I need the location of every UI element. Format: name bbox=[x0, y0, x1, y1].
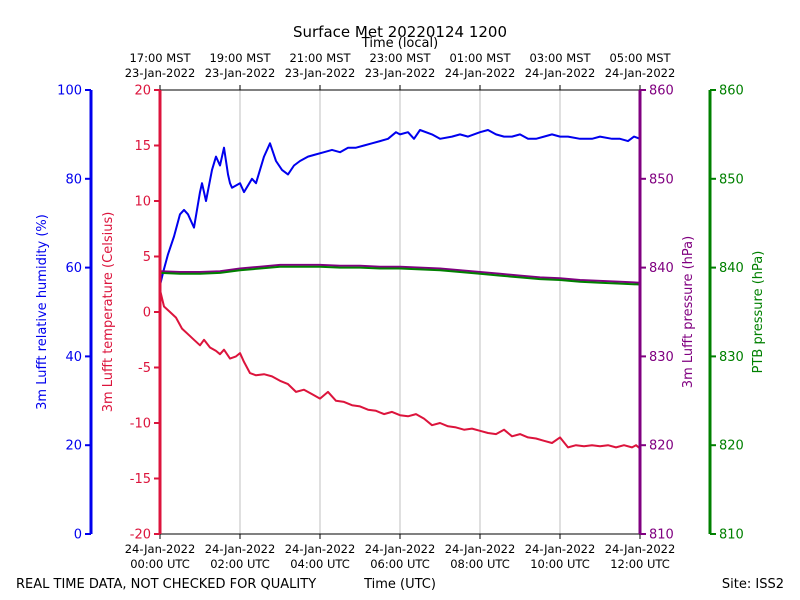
x-tick-label-local-date: 23-Jan-2022 bbox=[205, 66, 276, 80]
humidity-axis-label: 3m Lufft relative humidity (%) bbox=[35, 214, 50, 410]
x-tick-label-local-time: 17:00 MST bbox=[129, 51, 191, 65]
x-tick-label-utc: 06:00 UTC bbox=[370, 557, 430, 571]
x-tick-label-date: 24-Jan-2022 bbox=[285, 542, 356, 556]
x-tick-label-local-time: 05:00 MST bbox=[609, 51, 671, 65]
series-line-ptb_pressure bbox=[159, 265, 641, 286]
temperature-axis-tick-label: -10 bbox=[130, 417, 151, 432]
temperature-axis-tick-label: 15 bbox=[134, 139, 151, 154]
x-tick-label-date: 24-Jan-2022 bbox=[205, 542, 276, 556]
x-tick-label-utc: 10:00 UTC bbox=[530, 557, 590, 571]
ptb-pressure-axis-tick-label: 850 bbox=[719, 172, 744, 187]
series-line-humidity bbox=[159, 129, 641, 286]
x-tick-label-utc: 02:00 UTC bbox=[210, 557, 270, 571]
site-label: Site: ISS2 bbox=[722, 577, 784, 592]
grid-lines bbox=[239, 90, 561, 534]
temperature-axis-tick-label: 0 bbox=[143, 306, 151, 321]
temperature-axis-tick-label: 5 bbox=[143, 250, 151, 265]
humidity-axis-tick-label: 0 bbox=[74, 528, 82, 543]
humidity-axis-tick-label: 80 bbox=[65, 172, 82, 187]
ptb-pressure-axis-tick-label: 820 bbox=[719, 439, 744, 454]
x-tick-label-utc: 04:00 UTC bbox=[290, 557, 350, 571]
series-line-pressure bbox=[159, 263, 641, 284]
temperature-axis-tick-label: -20 bbox=[130, 528, 151, 543]
x-tick-label-local-date: 24-Jan-2022 bbox=[445, 66, 516, 80]
x-tick-label-utc: 12:00 UTC bbox=[610, 557, 670, 571]
ptb-pressure-axis-tick-label: 840 bbox=[719, 261, 744, 276]
x-tick-label-local-time: 21:00 MST bbox=[289, 51, 351, 65]
x-tick-label-local-time: 19:00 MST bbox=[209, 51, 271, 65]
pressure-axis-tick-label: 840 bbox=[649, 261, 674, 276]
humidity-axis-tick-label: 20 bbox=[65, 439, 82, 454]
ptb-pressure-axis-label: PTB pressure (hPa) bbox=[751, 251, 766, 374]
temperature-axis-tick-label: 10 bbox=[134, 195, 151, 210]
pressure-axis-tick-label: 850 bbox=[649, 172, 674, 187]
x-tick-label-utc: 00:00 UTC bbox=[130, 557, 190, 571]
x-tick-label-date: 24-Jan-2022 bbox=[605, 542, 676, 556]
x-tick-label-local-time: 23:00 MST bbox=[369, 51, 431, 65]
temperature-axis-tick-label: -5 bbox=[138, 361, 151, 376]
x-tick-label-local-time: 01:00 MST bbox=[449, 51, 511, 65]
x-tick-label-local-date: 23-Jan-2022 bbox=[125, 66, 196, 80]
temperature-axis-tick-label: -15 bbox=[130, 472, 151, 487]
humidity-axis-tick-label: 100 bbox=[57, 84, 82, 99]
chart-title: Surface Met 20220124 1200 bbox=[293, 23, 507, 41]
x-tick-label-utc: 08:00 UTC bbox=[450, 557, 510, 571]
x-tick-label-local-date: 24-Jan-2022 bbox=[525, 66, 596, 80]
humidity-axis-tick-label: 40 bbox=[65, 350, 82, 365]
x-tick-label-date: 24-Jan-2022 bbox=[365, 542, 436, 556]
x-tick-label-date: 24-Jan-2022 bbox=[125, 542, 196, 556]
pressure-axis-tick-label: 860 bbox=[649, 84, 674, 99]
bottom-axis-label: Time (UTC) bbox=[363, 577, 436, 592]
x-tick-label-local-date: 23-Jan-2022 bbox=[285, 66, 356, 80]
x-tick-label-local-time: 03:00 MST bbox=[529, 51, 591, 65]
pressure-axis-tick-label: 810 bbox=[649, 528, 674, 543]
ptb-pressure-axis-tick-label: 810 bbox=[719, 528, 744, 543]
pressure-axis-label: 3m Lufft pressure (hPa) bbox=[681, 236, 696, 388]
pressure-axis-tick-label: 820 bbox=[649, 439, 674, 454]
quality-disclaimer: REAL TIME DATA, NOT CHECKED FOR QUALITY bbox=[16, 577, 316, 592]
humidity-axis-tick-label: 60 bbox=[65, 261, 82, 276]
pressure-axis-tick-label: 830 bbox=[649, 350, 674, 365]
temperature-axis-label: 3m Lufft temperature (Celsius) bbox=[101, 212, 116, 413]
series-line-temperature bbox=[159, 289, 641, 450]
ptb-pressure-axis-tick-label: 830 bbox=[719, 350, 744, 365]
x-tick-label-date: 24-Jan-2022 bbox=[525, 542, 596, 556]
ptb-pressure-axis-tick-label: 860 bbox=[719, 84, 744, 99]
x-tick-label-date: 24-Jan-2022 bbox=[445, 542, 516, 556]
x-tick-label-local-date: 24-Jan-2022 bbox=[605, 66, 676, 80]
temperature-axis-tick-label: 20 bbox=[134, 84, 151, 99]
data-series bbox=[159, 129, 641, 450]
x-tick-label-local-date: 23-Jan-2022 bbox=[365, 66, 436, 80]
top-axis-label: Time (local) bbox=[361, 36, 438, 51]
